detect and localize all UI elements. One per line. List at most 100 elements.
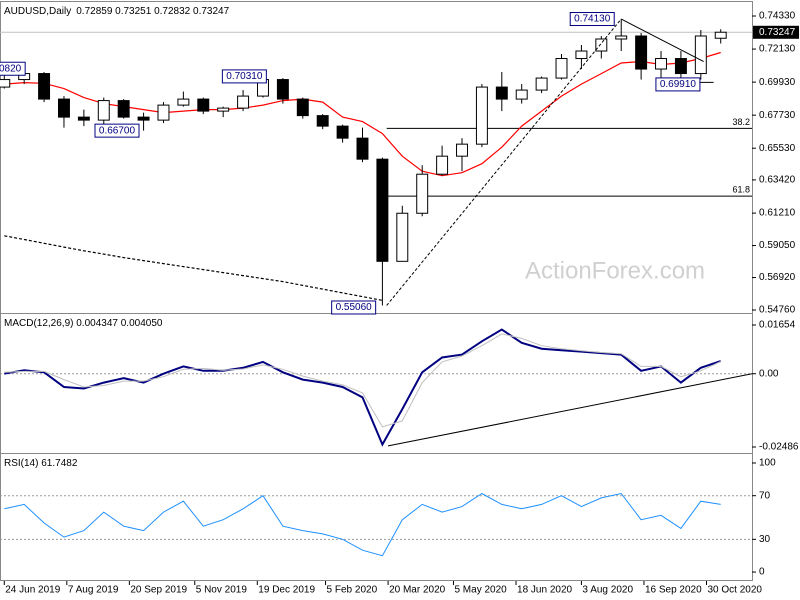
annotation-label: 0.70310 <box>226 71 263 82</box>
candle-body <box>495 86 508 100</box>
candle-body <box>655 58 667 70</box>
candle-body <box>694 35 707 75</box>
x-tick-label: 19 Dec 2019 <box>258 585 315 596</box>
trendline <box>386 18 622 306</box>
moving-average <box>4 235 383 301</box>
annotation-box <box>655 77 701 92</box>
candle-body <box>197 98 210 112</box>
x-tick-label: 16 Sep 2020 <box>645 585 702 596</box>
annotation-label: 0.74130 <box>574 14 611 25</box>
y-tick-label: 100 <box>759 458 776 469</box>
y-tick-label: 0.67730 <box>759 110 796 121</box>
y-tick-label: 0.72130 <box>759 44 796 55</box>
trendline <box>387 373 753 447</box>
candle-body <box>714 31 727 39</box>
trendline <box>620 18 704 62</box>
candle-body <box>535 77 548 91</box>
candle-body <box>38 73 51 100</box>
candle-body <box>555 58 568 79</box>
x-tick-label: 18 Jun 2020 <box>517 585 572 596</box>
fib-label: 61.8 <box>732 185 750 195</box>
annotation-label: 0.70820 <box>0 63 22 74</box>
y-tick-label: 0.54760 <box>759 305 796 316</box>
series-line <box>4 328 722 447</box>
candle-body <box>57 98 70 118</box>
last-price-box <box>753 25 799 39</box>
panel: 0.01654 0.00 -0.02486 MACD(12,26,9) 0.00434… <box>0 318 799 453</box>
candle-body <box>276 79 289 100</box>
y-tick-label: 0.00 <box>759 368 779 379</box>
x-tick-label: 5 May 2020 <box>454 585 507 596</box>
x-tick-label: 5 Feb 2020 <box>327 585 378 596</box>
y-tick-label: 0.59050 <box>759 240 796 251</box>
candle-body <box>217 107 230 112</box>
x-tick-label: 20 Sep 2019 <box>130 585 187 596</box>
title-text: MACD(12,26,9) 0.004347 0.004050 <box>4 318 163 329</box>
candle-body <box>376 158 389 262</box>
annotation-label: 0.69910 <box>660 79 697 90</box>
y-tick-label: 0.56920 <box>759 272 796 283</box>
y-tick-label: 0.69930 <box>759 77 796 88</box>
candle-body <box>615 35 628 40</box>
candle-body <box>595 38 608 52</box>
candle-body <box>396 212 409 262</box>
panel-title: RSI(14) 61.7482 <box>4 458 78 469</box>
y-tick-label: 0.01654 <box>759 320 796 331</box>
y-tick-label: 30 <box>759 534 771 545</box>
y-tick-label: -0.02486 <box>759 442 799 453</box>
candle-body <box>575 50 588 60</box>
annotation-box <box>0 61 26 76</box>
candle-body <box>316 115 329 127</box>
candle-body <box>77 116 90 121</box>
annotation-box <box>221 69 267 84</box>
candle-body <box>456 143 468 157</box>
candle-body <box>475 86 488 145</box>
candle-body <box>117 100 130 118</box>
candle-body <box>97 100 110 121</box>
series-line <box>4 333 721 428</box>
annotation-label: 0.55060 <box>336 302 373 313</box>
candle-body <box>635 35 648 70</box>
candle-body <box>157 104 170 121</box>
title-text: AUDUSD,Daily <box>4 6 71 17</box>
candle-body <box>356 137 369 160</box>
candle-body <box>336 125 349 139</box>
x-tick-label: 20 Mar 2020 <box>389 585 446 596</box>
y-tick-label: 0.63420 <box>759 175 796 186</box>
x-tick-label: 30 Oct 2020 <box>708 585 763 596</box>
series-line <box>4 492 721 557</box>
title-values: 0.72859 0.73251 0.72832 0.73247 <box>76 6 229 17</box>
candle-body <box>416 173 429 214</box>
last-price-label: 0.73247 <box>759 27 796 38</box>
title-text: RSI(14) 61.7482 <box>4 458 78 469</box>
panel: 100 70 30 0 RSI(14) 61.7482 24 Jun 2019 7 Aug … <box>0 458 776 596</box>
candle-body <box>137 116 150 121</box>
y-tick-label: 70 <box>759 490 771 501</box>
y-tick-label: 0.61210 <box>759 208 796 219</box>
y-tick-label: 0 <box>759 567 765 578</box>
candle-body <box>515 89 528 100</box>
candle-body <box>237 95 250 109</box>
y-tick-label: 0.74330 <box>759 11 796 22</box>
watermark: ActionForex.com <box>525 257 705 284</box>
y-tick-label: 0.65530 <box>759 143 796 154</box>
candle-body <box>436 155 449 175</box>
x-tick-label: 5 Nov 2019 <box>196 585 248 596</box>
annotation-box <box>331 300 377 315</box>
panel-title: AUDUSD,Daily 0.72859 0.73251 0.72832 0.73… <box>4 6 230 17</box>
candle-body <box>674 58 687 75</box>
annotation-box <box>569 12 615 27</box>
annotation-label: 0.66700 <box>99 125 136 136</box>
panel: 0.74330 0.72130 0.69930 0.67730 0.65530 0.634… <box>0 6 799 316</box>
candle-body <box>296 98 309 117</box>
annotation-box <box>94 123 140 138</box>
candle-body <box>0 79 11 88</box>
x-tick-label: 3 Aug 2020 <box>582 585 633 596</box>
x-tick-label: 24 Jun 2019 <box>5 585 60 596</box>
panel-frame <box>0 453 753 581</box>
panel-title: MACD(12,26,9) 0.004347 0.004050 <box>4 318 163 329</box>
candle-body <box>177 98 190 106</box>
x-tick-label: 7 Aug 2019 <box>68 585 119 596</box>
